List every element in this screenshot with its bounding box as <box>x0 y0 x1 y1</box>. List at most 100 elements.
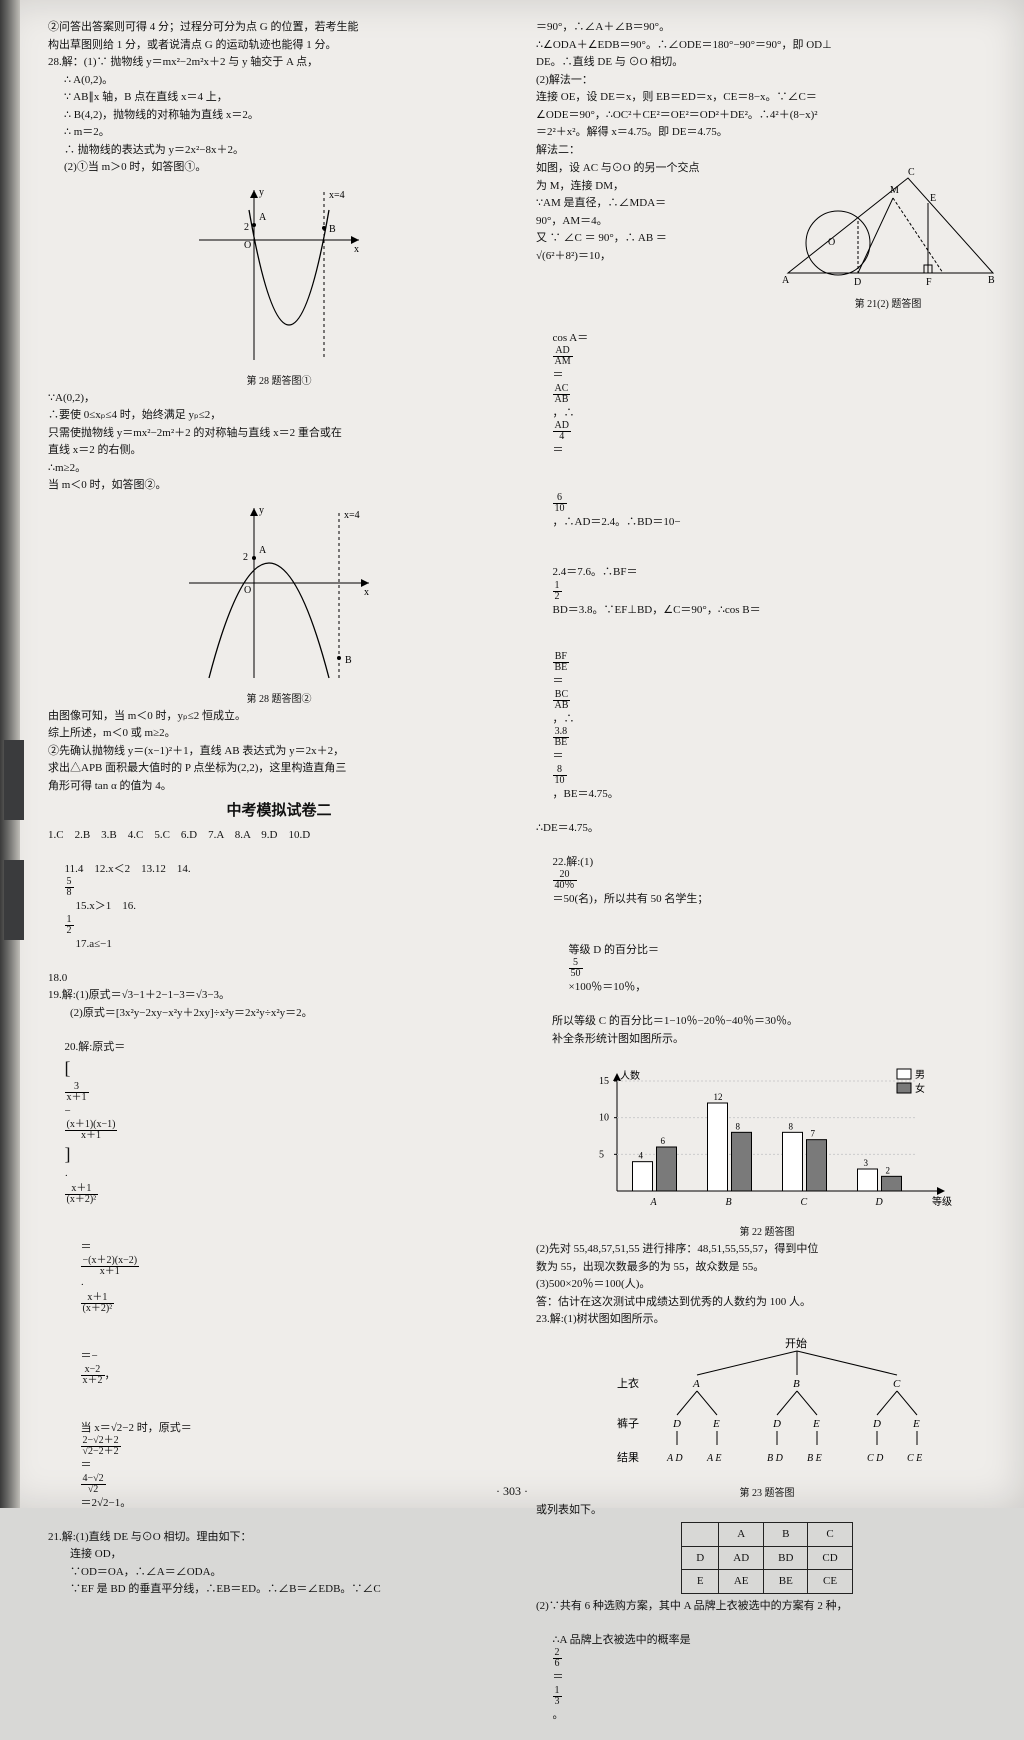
text: 11.4 12.x＜2 13.12 14. <box>65 863 191 875</box>
text: 由图像可知，当 m＜0 时，yₚ≤2 恒成立。 <box>48 708 510 725</box>
svg-text:B: B <box>988 275 995 286</box>
right-column: ＝90°，∴∠A＋∠B＝90°。 ∴∠ODA＋∠EDB＝90°。∴∠ODE＝18… <box>528 18 1006 1478</box>
page: ②问答出答案则可得 4 分；过程分可分为点 G 的位置，若考生能 构出草图则给 … <box>0 0 1024 1508</box>
text: 2.4＝7.6。∴BF＝ 12 BD＝3.8。∵EF⊥BD，∠C＝90°，∴co… <box>536 548 998 635</box>
text: ∵A(0,2)， <box>48 390 510 407</box>
fraction: 58 <box>65 877 74 898</box>
svg-text:E: E <box>930 193 936 204</box>
text: ＝ <box>553 369 564 381</box>
text: 构出草图则给 1 分，或者说清点 G 的运动轨迹也能得 1 分。 <box>48 37 510 54</box>
svg-text:15: 15 <box>599 1076 609 1087</box>
cell: A <box>719 1523 764 1547</box>
svg-text:7: 7 <box>811 1129 816 1139</box>
svg-text:12: 12 <box>714 1092 723 1102</box>
svg-text:x: x <box>364 587 369 598</box>
text: (2)∵共有 6 种选购方案，其中 A 品牌上衣被选中的方案有 2 种， <box>536 1598 998 1615</box>
text: 等级 D 的百分比＝ <box>569 944 659 956</box>
svg-text:B: B <box>793 1378 800 1390</box>
text: 数为 55，出现次数最多的为 55，故众数是 55。 <box>536 1259 998 1276</box>
text: 补全条形统计图如图所示。 <box>536 1031 998 1048</box>
text: (2)①当 m＞0 时，如答图①。 <box>48 159 510 176</box>
text: (2)解法一： <box>536 72 998 89</box>
text: 或列表如下。 <box>536 1502 998 1519</box>
text: √(6²＋8²)＝10， <box>536 248 778 265</box>
text: ＝ −(x＋2)(x−2)x＋1 · x＋1(x＋2)² <box>48 1223 510 1331</box>
svg-text:B: B <box>726 1197 732 1208</box>
cell <box>682 1523 719 1547</box>
q28-graph-2: O x y x=4 A B 2 <box>179 498 379 688</box>
svg-text:C D: C D <box>867 1453 884 1464</box>
svg-text:D: D <box>875 1197 884 1208</box>
text: 18.0 <box>48 970 510 987</box>
text: ∴DE＝4.75。 <box>536 820 998 837</box>
fraction: AD4 <box>553 421 571 442</box>
svg-text:M: M <box>890 185 899 196</box>
fraction: 26 <box>553 1648 562 1669</box>
fraction: x＋1(x＋2)² <box>65 1184 99 1205</box>
caption: 第 21(2) 题答图 <box>778 297 998 312</box>
svg-text:A: A <box>692 1378 700 1390</box>
text: ∴A 品牌上衣被选中的概率是 <box>553 1634 691 1646</box>
svg-text:B: B <box>329 224 336 235</box>
cell: D <box>682 1546 719 1570</box>
svg-text:x=4: x=4 <box>344 510 360 521</box>
page-number: · 303 · <box>0 1482 1024 1500</box>
text: ，∴ <box>553 713 575 725</box>
svg-text:A: A <box>259 212 267 223</box>
fraction: 13 <box>553 1686 562 1707</box>
fraction: 12 <box>65 915 74 936</box>
text: 连接 OE，设 DE＝x，则 EB＝ED＝x，CE＝8−x。∵∠C＝ <box>536 89 998 106</box>
svg-text:2: 2 <box>243 552 248 563</box>
text: ∴m≥2。 <box>48 460 510 477</box>
cell: CD <box>808 1546 852 1570</box>
text: 2.4＝7.6。∴BF＝ <box>553 566 638 578</box>
svg-text:A: A <box>259 545 267 556</box>
q28-head: 28.解：(1)∵ 抛物线 y＝mx²−2m²x＋2 与 y 轴交于 A 点， <box>48 54 510 71</box>
svg-text:E: E <box>812 1418 820 1430</box>
text: ∴ 抛物线的表达式为 y＝2x²−8x＋2。 <box>48 142 510 159</box>
fraction: 810 <box>553 765 567 786</box>
text: 当 x＝√2−2 时，原式＝ <box>81 1422 192 1434</box>
fraction: 2040％ <box>553 870 577 891</box>
cell: BD <box>764 1546 808 1570</box>
fraction: 610 <box>553 493 567 514</box>
binding-tab <box>4 860 24 940</box>
text: 。 <box>553 1709 564 1721</box>
svg-text:D: D <box>872 1418 881 1430</box>
cell: BE <box>764 1570 808 1594</box>
q22: 22.解:(1) 2040％ ＝50(名)，所以共有 50 名学生； <box>536 837 998 924</box>
text: 只需使抛物线 y＝mx²−2m²＋2 的对称轴与直线 x＝2 重合或在 <box>48 425 510 442</box>
text: 21.解:(1)直线 DE 与⊙O 相切。理由如下： <box>48 1529 510 1546</box>
text: ∠ODE＝90°，∴OC²＋CE²＝OE²＝OD²＋DE²。∴4²＋(8−x)² <box>536 107 998 124</box>
text: 15.x＞1 16. <box>65 900 137 912</box>
text: ∵OD＝OA，∴∠A＝∠ODA。 <box>48 1564 510 1581</box>
text: ②先确认抛物线 y＝(x−1)²＋1，直线 AB 表达式为 y＝2x＋2， <box>48 743 510 760</box>
text: ，∴ <box>553 407 575 419</box>
text: ∴ m＝2。 <box>48 124 510 141</box>
text: (2)先对 55,48,57,51,55 进行排序：48,51,55,55,57… <box>536 1241 998 1258</box>
fraction: (x＋1)(x−1)x＋1 <box>65 1120 118 1141</box>
text: (2)原式＝[3x²y−2xy−x²y＋2xy]÷x²y＝2x²y÷x²y＝2。 <box>48 1005 510 1022</box>
text: 20.解:原式＝ <box>65 1041 126 1053</box>
svg-text:A: A <box>782 275 790 286</box>
svg-text:B E: B E <box>807 1453 822 1464</box>
text: BFBE ＝ BCAB ，∴ 3.8BE ＝ 810 ，BE＝4.75。 <box>536 636 998 819</box>
caption: 第 22 题答图 <box>536 1225 998 1240</box>
svg-text:y: y <box>259 505 264 516</box>
svg-text:3: 3 <box>864 1158 869 1168</box>
text: ②问答出答案则可得 4 分；过程分可分为点 G 的位置，若考生能 <box>48 19 510 36</box>
svg-text:等级: 等级 <box>932 1195 952 1208</box>
svg-text:E: E <box>712 1418 720 1430</box>
text: ＝90°，∴∠A＋∠B＝90°。 <box>536 19 998 36</box>
answers-row: 11.4 12.x＜2 13.12 14. 58 15.x＞1 16. 12 1… <box>48 844 510 969</box>
svg-text:x=4: x=4 <box>329 190 345 201</box>
text: 直线 x＝2 的右侧。 <box>48 442 510 459</box>
text: ＝− x−2x＋2， <box>48 1332 510 1403</box>
text: 19.解:(1)原式＝√3−1＋2−1−3＝√3−3。 <box>48 987 510 1004</box>
svg-text:O: O <box>244 240 251 251</box>
svg-text:人数: 人数 <box>620 1069 640 1082</box>
cell: CE <box>808 1570 852 1594</box>
svg-text:女: 女 <box>915 1082 925 1095</box>
text: ×100％＝10％， <box>569 981 647 993</box>
svg-text:A: A <box>650 1197 658 1208</box>
